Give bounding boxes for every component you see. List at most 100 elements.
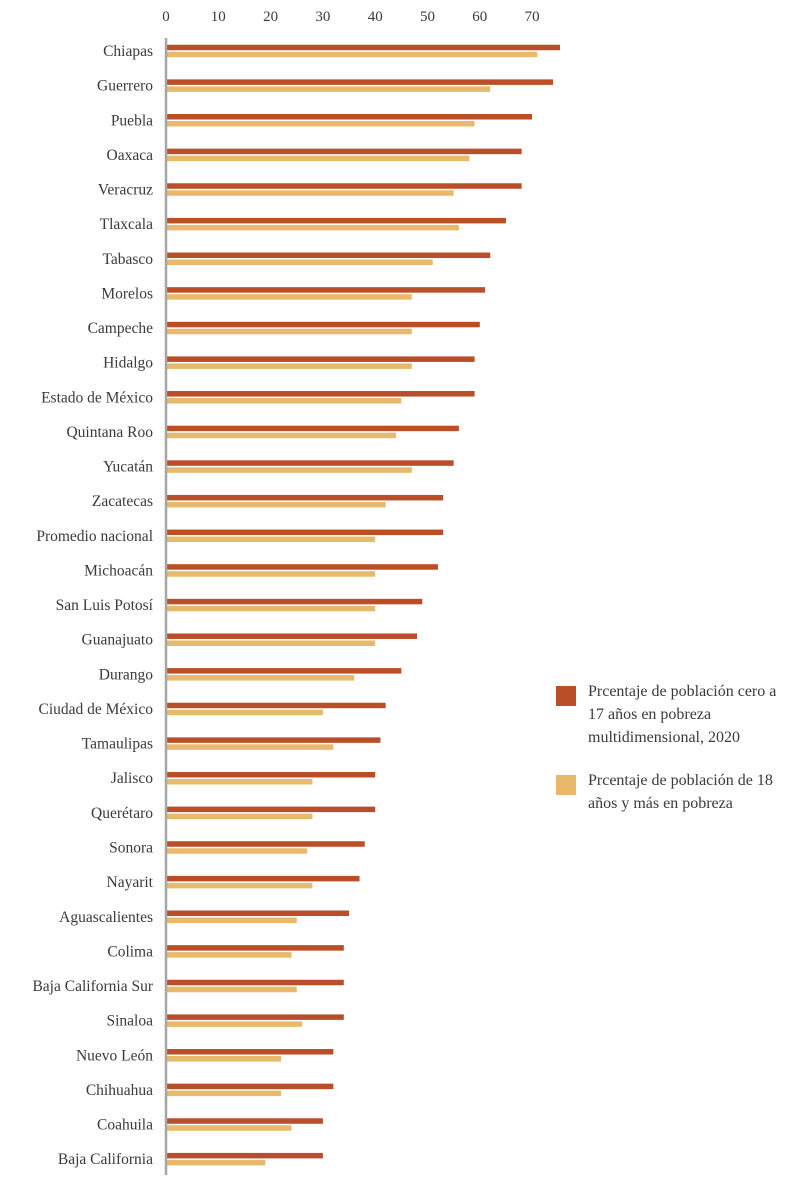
category-label: San Luis Potosí	[56, 597, 154, 614]
category-label: Tabasco	[102, 251, 153, 268]
bar-series-1	[166, 494, 444, 501]
bar-series-2	[166, 1159, 266, 1166]
bar-series-2	[166, 328, 412, 335]
category-label: Querétaro	[91, 805, 153, 822]
bar-series-1	[166, 321, 480, 328]
category-label: Morelos	[101, 285, 153, 302]
bar-series-1	[166, 841, 365, 847]
bar-series-1	[166, 425, 459, 432]
category-label: Chihuahua	[86, 1082, 153, 1099]
bar-series-2	[166, 675, 355, 681]
x-tick-label: 20	[263, 9, 278, 25]
category-label: Durango	[99, 666, 153, 683]
legend-label-series-1: Prcentaje de población cero a 17 años en…	[588, 683, 777, 746]
bar-series-2	[166, 571, 376, 577]
category-label: Puebla	[111, 112, 153, 129]
bar-series-1	[166, 183, 522, 189]
legend-item-series-2: Prcentaje de población de 18 años y más …	[556, 769, 791, 815]
category-label: Jalisco	[111, 770, 153, 787]
category-label: Oaxaca	[107, 147, 154, 164]
bar-series-1	[166, 391, 475, 397]
bar-series-1	[166, 910, 350, 916]
bar-series-2	[166, 467, 412, 473]
bar-series-1	[166, 564, 438, 570]
bar-series-1	[166, 1083, 334, 1090]
bar-series-1	[166, 114, 533, 120]
bar-series-2	[166, 640, 376, 646]
category-label: Colima	[107, 943, 153, 960]
bar-series-1	[166, 287, 486, 293]
bar-series-2	[166, 155, 470, 162]
category-label: Nayarit	[107, 874, 154, 891]
category-label: Campeche	[88, 320, 154, 337]
bar-series-1	[166, 148, 522, 155]
category-label: Chiapas	[103, 43, 153, 60]
category-label: Yucatán	[103, 459, 153, 476]
bar-series-2	[166, 1056, 282, 1062]
category-label: Estado de México	[41, 389, 153, 406]
bar-series-2	[166, 1021, 302, 1027]
bar-series-1	[166, 875, 360, 882]
x-tick-label: 60	[472, 9, 487, 25]
bar-series-2	[166, 1090, 282, 1097]
legend-swatch-series-1	[556, 686, 576, 706]
bar-series-2	[166, 432, 397, 439]
category-label: Guanajuato	[82, 632, 154, 649]
bar-series-2	[166, 709, 323, 716]
bar-series-2	[166, 778, 313, 785]
bar-series-1	[166, 44, 560, 51]
category-label: Sinaloa	[107, 1013, 154, 1030]
bar-series-2	[166, 398, 402, 404]
bar-series-1	[166, 771, 376, 778]
bar-series-1	[166, 945, 344, 951]
bar-series-2	[166, 224, 459, 231]
bar-series-1	[166, 356, 475, 362]
bar-series-2	[166, 190, 454, 196]
category-label: Nuevo León	[76, 1047, 153, 1064]
legend: Prcentaje de población cero a 17 años en…	[556, 680, 791, 835]
bar-series-1	[166, 737, 381, 743]
bar-series-2	[166, 986, 297, 993]
bar-series-1	[166, 979, 344, 986]
bar-series-1	[166, 529, 444, 536]
bar-series-2	[166, 744, 334, 750]
bar-series-2	[166, 86, 491, 92]
category-label: Ciudad de México	[38, 701, 153, 718]
x-tick-label: 70	[525, 9, 540, 25]
category-label: Veracruz	[98, 182, 153, 199]
category-label: Michoacán	[84, 562, 153, 579]
bar-series-1	[166, 1014, 344, 1020]
bar-series-2	[166, 882, 313, 889]
x-tick-label: 10	[211, 9, 226, 25]
bar-series-1	[166, 1049, 334, 1055]
bar-series-2	[166, 605, 376, 612]
bar-series-2	[166, 294, 412, 300]
bar-series-2	[166, 51, 538, 58]
category-label: Quintana Roo	[66, 424, 153, 441]
bar-series-2	[166, 813, 313, 820]
bar-series-2	[166, 952, 292, 958]
bar-series-2	[166, 1125, 292, 1131]
x-tick-label: 30	[315, 9, 330, 25]
bar-series-2	[166, 259, 433, 266]
bar-series-1	[166, 217, 506, 224]
bar-series-1	[166, 598, 423, 605]
bar-series-2	[166, 848, 308, 854]
category-label: Promedio nacional	[36, 528, 153, 545]
bar-series-2	[166, 917, 297, 923]
bar-series-1	[166, 702, 386, 709]
bar-series-1	[166, 1152, 323, 1159]
category-label: Aguascalientes	[59, 909, 153, 926]
legend-label-series-2: Prcentaje de población de 18 años y más …	[588, 772, 773, 812]
category-label: Zacatecas	[92, 493, 153, 510]
bar-series-2	[166, 501, 386, 508]
category-label: Tamaulipas	[82, 736, 153, 753]
category-label: Sonora	[109, 839, 153, 856]
category-label: Baja California	[58, 1151, 153, 1168]
x-tick-label: 0	[162, 9, 170, 25]
bar-series-1	[166, 460, 454, 466]
category-label: Guerrero	[97, 78, 153, 95]
bar-series-1	[166, 668, 402, 674]
x-tick-label: 50	[420, 9, 435, 25]
category-label: Coahuila	[97, 1117, 153, 1134]
